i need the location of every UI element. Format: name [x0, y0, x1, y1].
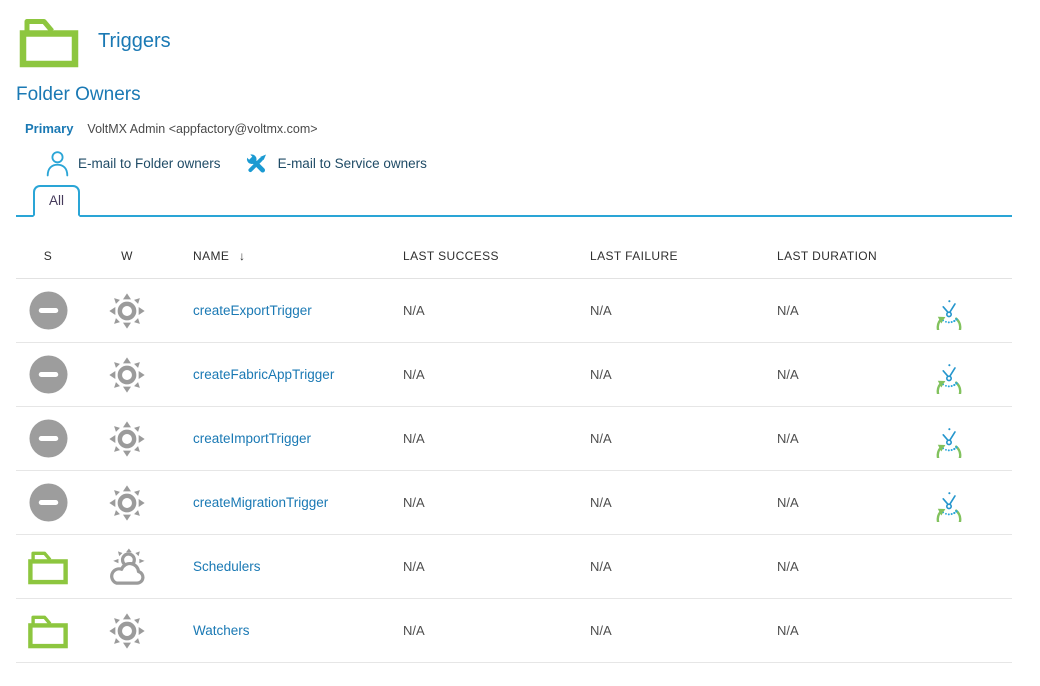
column-header-weather[interactable]: W: [121, 248, 133, 263]
table-row: createExportTrigger N/A N/A N/A: [16, 279, 1012, 343]
last-success-cell: N/A: [403, 367, 425, 382]
page-title: Triggers: [98, 29, 171, 52]
last-duration-cell: N/A: [777, 431, 799, 446]
email-folder-owners-label: E-mail to Folder owners: [78, 156, 221, 171]
status-cell: [16, 612, 80, 649]
last-success-cell: N/A: [403, 431, 425, 446]
email-actions: E-mail to Folder owners: [45, 149, 1040, 178]
weather-cell: [80, 418, 174, 460]
action-cell: [928, 484, 1012, 522]
sun-weather-icon: [106, 354, 148, 396]
last-failure-cell: N/A: [590, 559, 612, 574]
last-success-cell: N/A: [403, 303, 425, 318]
name-cell: createImportTrigger: [174, 430, 384, 448]
primary-owner-value: VoltMX Admin <appfactory@voltmx.com>: [87, 122, 318, 136]
sun-weather-icon: [106, 290, 148, 332]
column-header-name-label: NAME: [193, 248, 230, 263]
status-cell: [16, 355, 80, 394]
email-folder-owners-link[interactable]: E-mail to Folder owners: [45, 149, 221, 178]
primary-owner-label: Primary: [25, 121, 74, 136]
weather-cell: [80, 482, 174, 524]
status-cell: [16, 291, 80, 330]
last-failure-cell: N/A: [590, 623, 612, 638]
sun-weather-icon: [106, 418, 148, 460]
table-row: createFabricAppTrigger N/A N/A N/A: [16, 343, 1012, 407]
job-name-link[interactable]: createMigrationTrigger: [193, 494, 329, 510]
email-service-owners-link[interactable]: E-mail to Service owners: [243, 151, 427, 177]
job-name-link[interactable]: createFabricAppTrigger: [193, 366, 335, 382]
name-cell: Schedulers: [174, 558, 384, 576]
page-header: Triggers: [18, 14, 1040, 68]
triggers-folder-page: Triggers Folder Owners Primary VoltMX Ad…: [0, 14, 1040, 686]
status-cell: [16, 419, 80, 458]
action-cell: [928, 420, 1012, 458]
email-service-owners-label: E-mail to Service owners: [277, 156, 427, 171]
disabled-status-icon: [28, 355, 68, 394]
action-cell: [928, 356, 1012, 394]
last-failure-cell: N/A: [590, 367, 612, 382]
last-failure-cell: N/A: [590, 431, 612, 446]
sun-weather-icon: [106, 610, 148, 652]
table-body: createExportTrigger N/A N/A N/A: [16, 279, 1012, 663]
name-cell: createFabricAppTrigger: [174, 366, 384, 384]
last-success-cell: N/A: [403, 495, 425, 510]
schedule-build-icon[interactable]: [930, 420, 968, 458]
last-duration-cell: N/A: [777, 623, 799, 638]
table-row: createImportTrigger N/A N/A N/A: [16, 407, 1012, 471]
table-row: Watchers N/A N/A N/A: [16, 599, 1012, 663]
status-cell: [16, 548, 80, 585]
schedule-build-icon[interactable]: [930, 356, 968, 394]
disabled-status-icon: [28, 291, 68, 330]
column-header-status[interactable]: S: [43, 248, 53, 263]
job-name-link[interactable]: createImportTrigger: [193, 430, 312, 446]
last-duration-cell: N/A: [777, 559, 799, 574]
last-success-cell: N/A: [403, 559, 425, 574]
tools-icon: [243, 151, 270, 177]
last-duration-cell: N/A: [777, 495, 799, 510]
disabled-status-icon: [28, 419, 68, 458]
column-header-last-success[interactable]: LAST SUCCESS: [403, 248, 499, 263]
table-row: Schedulers N/A N/A N/A: [16, 535, 1012, 599]
sort-descending-icon: ↓: [239, 248, 246, 263]
last-success-cell: N/A: [403, 623, 425, 638]
last-failure-cell: N/A: [590, 303, 612, 318]
job-name-link[interactable]: Schedulers: [193, 558, 261, 574]
status-cell: [16, 483, 80, 522]
weather-cell: [80, 354, 174, 396]
person-icon: [45, 149, 70, 178]
name-cell: createMigrationTrigger: [174, 494, 384, 512]
schedule-build-icon[interactable]: [930, 292, 968, 330]
column-header-last-duration[interactable]: LAST DURATION: [777, 248, 878, 263]
weather-cell: [80, 547, 174, 586]
name-cell: Watchers: [174, 622, 384, 640]
folder-icon: [27, 612, 69, 649]
last-duration-cell: N/A: [777, 367, 799, 382]
job-name-link[interactable]: Watchers: [193, 622, 250, 638]
folder-icon: [27, 548, 69, 585]
jobs-table: S W NAME ↓ LAST SUCCESS LAST FAILURE LAS…: [16, 233, 1012, 663]
view-tabbar: All: [16, 180, 1012, 217]
weather-cell: [80, 610, 174, 652]
table-header: S W NAME ↓ LAST SUCCESS LAST FAILURE LAS…: [16, 233, 1012, 279]
last-duration-cell: N/A: [777, 303, 799, 318]
schedule-build-icon[interactable]: [930, 484, 968, 522]
last-failure-cell: N/A: [590, 495, 612, 510]
name-cell: createExportTrigger: [174, 302, 384, 320]
tab-all[interactable]: All: [33, 185, 81, 217]
folder-icon: [18, 14, 80, 68]
sun-weather-icon: [106, 482, 148, 524]
job-name-link[interactable]: createExportTrigger: [193, 302, 312, 318]
weather-cell: [80, 290, 174, 332]
column-header-last-failure[interactable]: LAST FAILURE: [590, 248, 678, 263]
disabled-status-icon: [28, 483, 68, 522]
owners-line: Primary VoltMX Admin <appfactory@voltmx.…: [25, 121, 1040, 136]
folder-owners-heading: Folder Owners: [16, 84, 141, 105]
action-cell: [928, 292, 1012, 330]
table-row: createMigrationTrigger N/A N/A N/A: [16, 471, 1012, 535]
cloud-weather-icon: [105, 547, 149, 586]
column-header-name[interactable]: NAME ↓: [174, 249, 384, 263]
